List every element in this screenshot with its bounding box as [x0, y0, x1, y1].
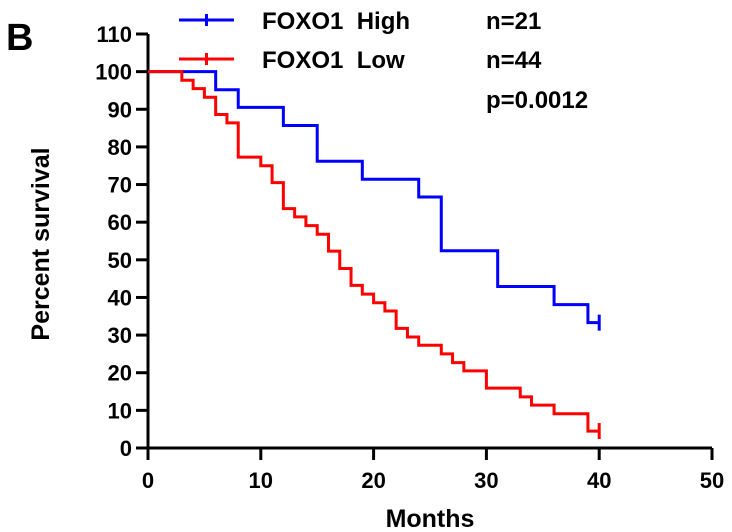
survival-curve-low — [148, 70, 600, 433]
x-axis-label: Months — [386, 505, 475, 532]
axes — [146, 34, 712, 450]
x-tick-label: 0 — [142, 468, 154, 493]
legend: FOXO1 High n=21 FOXO1 Low n=44 — [179, 8, 542, 74]
y-tick-label: 80 — [108, 135, 132, 160]
x-tick-label: 50 — [700, 468, 724, 493]
y-tick-label: 20 — [108, 361, 132, 386]
y-ticks: 0 10 20 30 40 50 60 70 80 90 100 110 — [95, 22, 148, 461]
x-tick-label: 10 — [249, 468, 273, 493]
y-tick-label: 50 — [108, 248, 132, 273]
y-tick-label: 90 — [108, 97, 132, 122]
legend-label-low: FOXO1 Low — [262, 47, 405, 74]
y-tick-label: 70 — [108, 173, 132, 198]
series-lines — [148, 70, 601, 440]
y-tick-label: 60 — [108, 210, 132, 235]
legend-n-high: n=21 — [486, 8, 541, 35]
x-ticks: 0 10 20 30 40 50 — [142, 448, 724, 493]
survival-curve-high — [148, 70, 600, 325]
x-tick-label: 40 — [587, 468, 611, 493]
legend-n-low: n=44 — [486, 47, 542, 74]
y-tick-label: 10 — [108, 398, 132, 423]
y-tick-label: 30 — [108, 323, 132, 348]
y-tick-label: 40 — [108, 285, 132, 310]
p-value-annotation: p=0.0012 — [486, 87, 588, 114]
y-axis-label: Percent survival — [27, 147, 55, 340]
y-tick-label: 110 — [97, 22, 133, 47]
legend-label-high: FOXO1 High — [262, 8, 410, 35]
y-tick-label: 100 — [95, 60, 132, 85]
x-tick-label: 30 — [474, 468, 498, 493]
panel-letter: B — [6, 17, 33, 59]
y-tick-label: 0 — [120, 436, 132, 461]
x-tick-label: 20 — [361, 468, 385, 493]
